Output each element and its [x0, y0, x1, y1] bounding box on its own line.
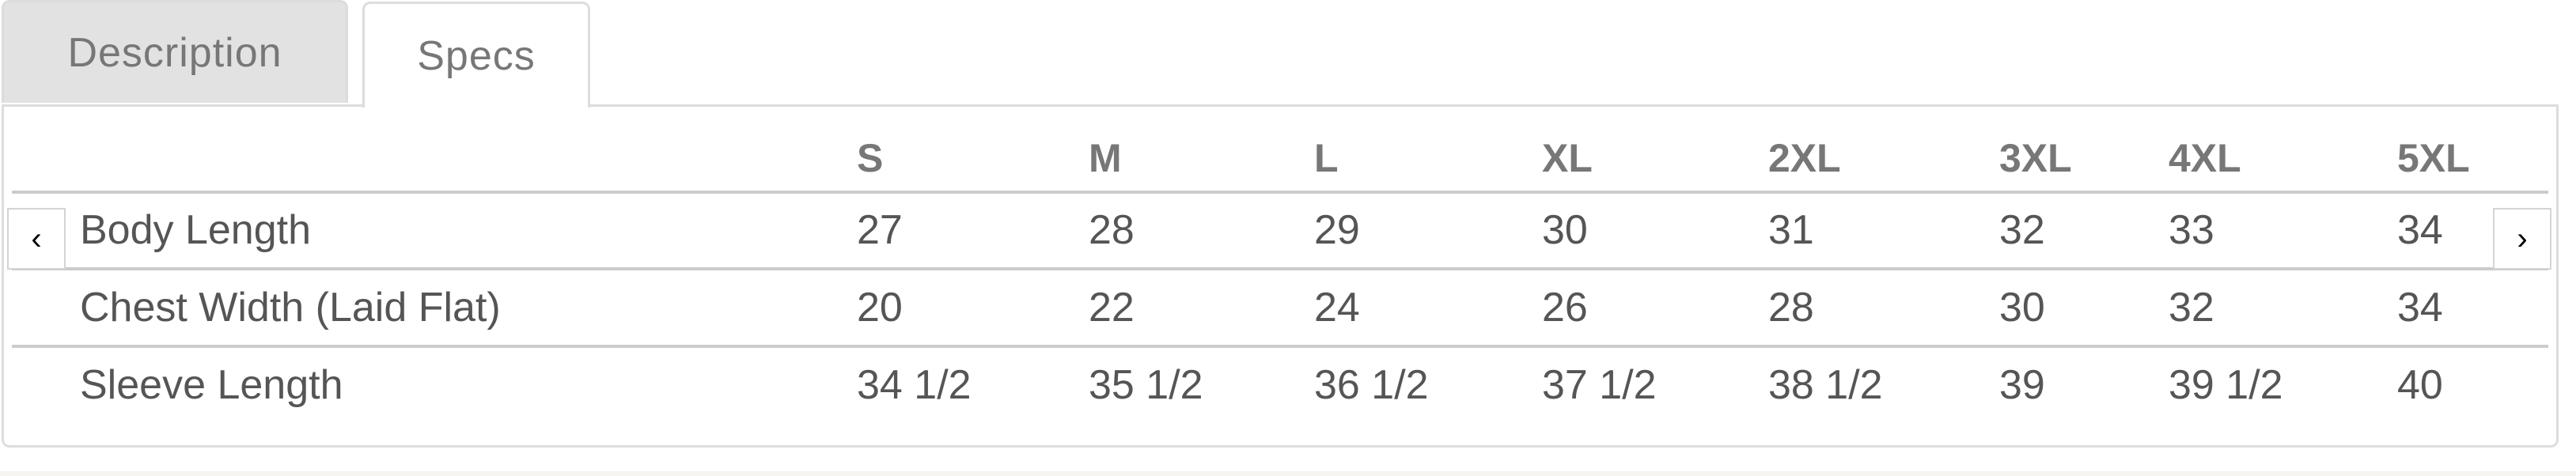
chevron-left-icon: ‹	[31, 221, 42, 256]
table-cell: 34	[2397, 284, 2443, 331]
divider	[0, 471, 2576, 476]
table-cell: 40	[2397, 361, 2443, 408]
table-row: Body Length 27 28 29 30 31 32 33 34	[12, 192, 2548, 270]
column-header: 5XL	[2397, 136, 2470, 180]
table-cell: 34 1/2	[857, 361, 972, 408]
row-label: Chest Width (Laid Flat)	[80, 284, 501, 331]
table-row: Chest Width (Laid Flat) 20 22 24 26 28 30 32 34	[12, 270, 2548, 348]
tab-label: Description	[67, 29, 282, 76]
table-cell: 32	[1999, 206, 2045, 253]
table-cell: 36 1/2	[1314, 361, 1429, 408]
column-header: 4XL	[2169, 136, 2241, 180]
chevron-right-icon: ›	[2517, 221, 2528, 256]
column-header: XL	[1542, 136, 1593, 180]
table-cell: 35 1/2	[1089, 361, 1203, 408]
column-header: L	[1314, 136, 1339, 180]
row-label: Body Length	[80, 206, 312, 253]
table-cell: 29	[1314, 206, 1360, 253]
table-cell: 26	[1542, 284, 1588, 331]
column-header: 2XL	[1768, 136, 1841, 180]
column-header: M	[1089, 136, 1122, 180]
specs-panel: S M L XL 2XL 3XL 4XL 5XL Body Length 27 28 29 30 31 32…	[2, 104, 2559, 448]
table-cell: 20	[857, 284, 903, 331]
column-header: S	[857, 136, 884, 180]
table-header-row: S M L XL 2XL 3XL 4XL 5XL	[12, 107, 2548, 194]
column-header: 3XL	[1999, 136, 2072, 180]
table-cell: 33	[2169, 206, 2214, 253]
table-cell: 30	[1542, 206, 1588, 253]
table-cell: 37 1/2	[1542, 361, 1657, 408]
table-row: Sleeve Length 34 1/2 35 1/2 36 1/2 37 1/2 38 …	[12, 347, 2548, 422]
table-cell: 24	[1314, 284, 1360, 331]
table-cell: 34	[2397, 206, 2443, 253]
scroll-left-button[interactable]: ‹	[7, 208, 66, 270]
tab-description[interactable]: Description	[2, 0, 348, 103]
table-cell: 39	[1999, 361, 2045, 408]
table-cell: 38 1/2	[1768, 361, 1883, 408]
row-label: Sleeve Length	[80, 361, 343, 408]
table-cell: 31	[1768, 206, 1814, 253]
table-cell: 32	[2169, 284, 2214, 331]
scroll-right-button[interactable]: ›	[2493, 208, 2551, 270]
table-cell: 27	[857, 206, 903, 253]
table-cell: 39 1/2	[2169, 361, 2283, 408]
table-cell: 28	[1089, 206, 1135, 253]
table-cell: 30	[1999, 284, 2045, 331]
table-cell: 22	[1089, 284, 1135, 331]
table-cell: 28	[1768, 284, 1814, 331]
tab-label: Specs	[417, 32, 536, 79]
tab-specs[interactable]: Specs	[362, 2, 590, 108]
